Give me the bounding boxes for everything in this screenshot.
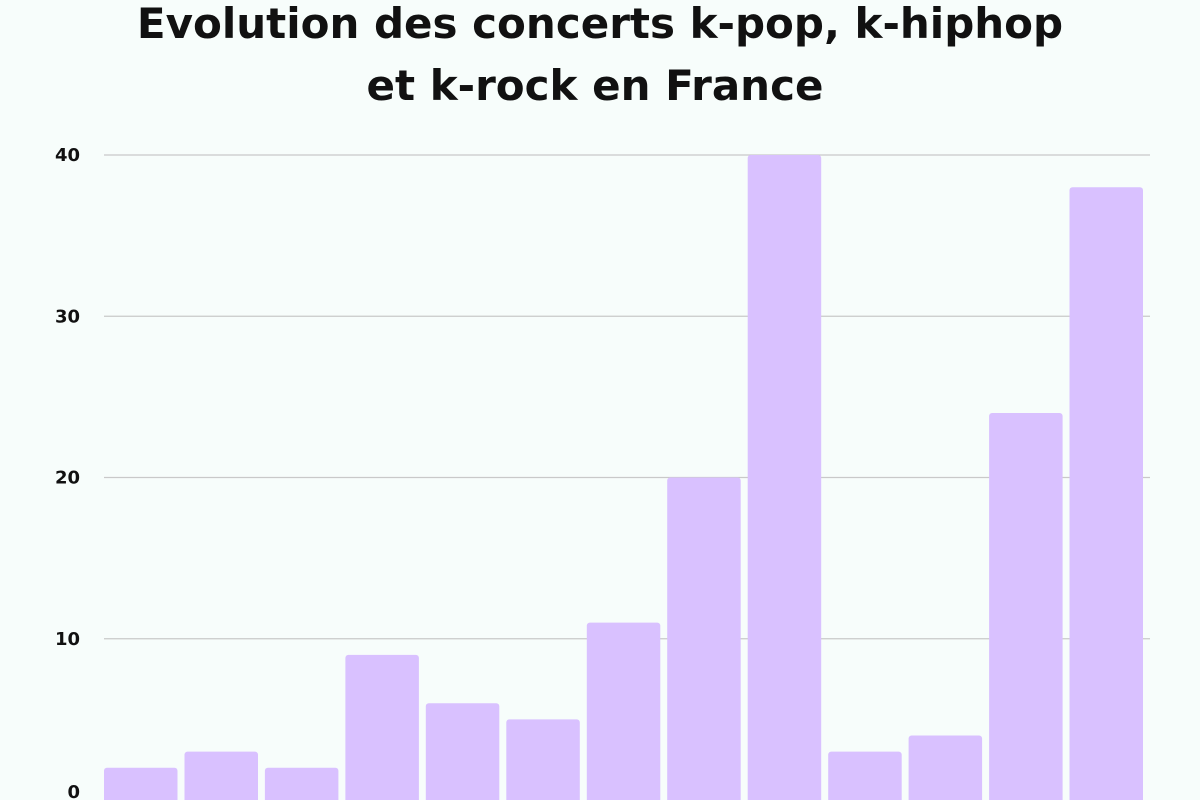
bar-3 bbox=[264, 767, 339, 800]
bar-11 bbox=[908, 735, 983, 800]
bars bbox=[104, 155, 1143, 800]
bar-13 bbox=[1069, 187, 1143, 800]
bar-8 bbox=[667, 477, 741, 800]
y-tick-label-40: 40 bbox=[55, 145, 80, 166]
y-tick-label-30: 30 bbox=[55, 306, 80, 327]
y-tick-label-10: 10 bbox=[55, 629, 80, 650]
bar-9 bbox=[747, 155, 822, 800]
y-tick-label-0: 0 bbox=[67, 782, 80, 800]
bar-6 bbox=[506, 719, 580, 800]
chart-title-line-1: Evolution des concerts k-pop, k-hiphop bbox=[137, 0, 1063, 48]
bar-4 bbox=[345, 654, 419, 800]
bar-12 bbox=[989, 413, 1063, 800]
chart-title-line-2: et k-rock en France bbox=[367, 61, 824, 110]
bar-1 bbox=[104, 767, 178, 800]
y-tick-label-20: 20 bbox=[55, 468, 80, 489]
bar-2 bbox=[184, 751, 258, 800]
y-axis-ticks: 0 10 20 30 40 bbox=[55, 145, 80, 800]
bar-7 bbox=[586, 622, 661, 800]
bar-5 bbox=[425, 703, 500, 800]
bar-10 bbox=[828, 751, 902, 800]
